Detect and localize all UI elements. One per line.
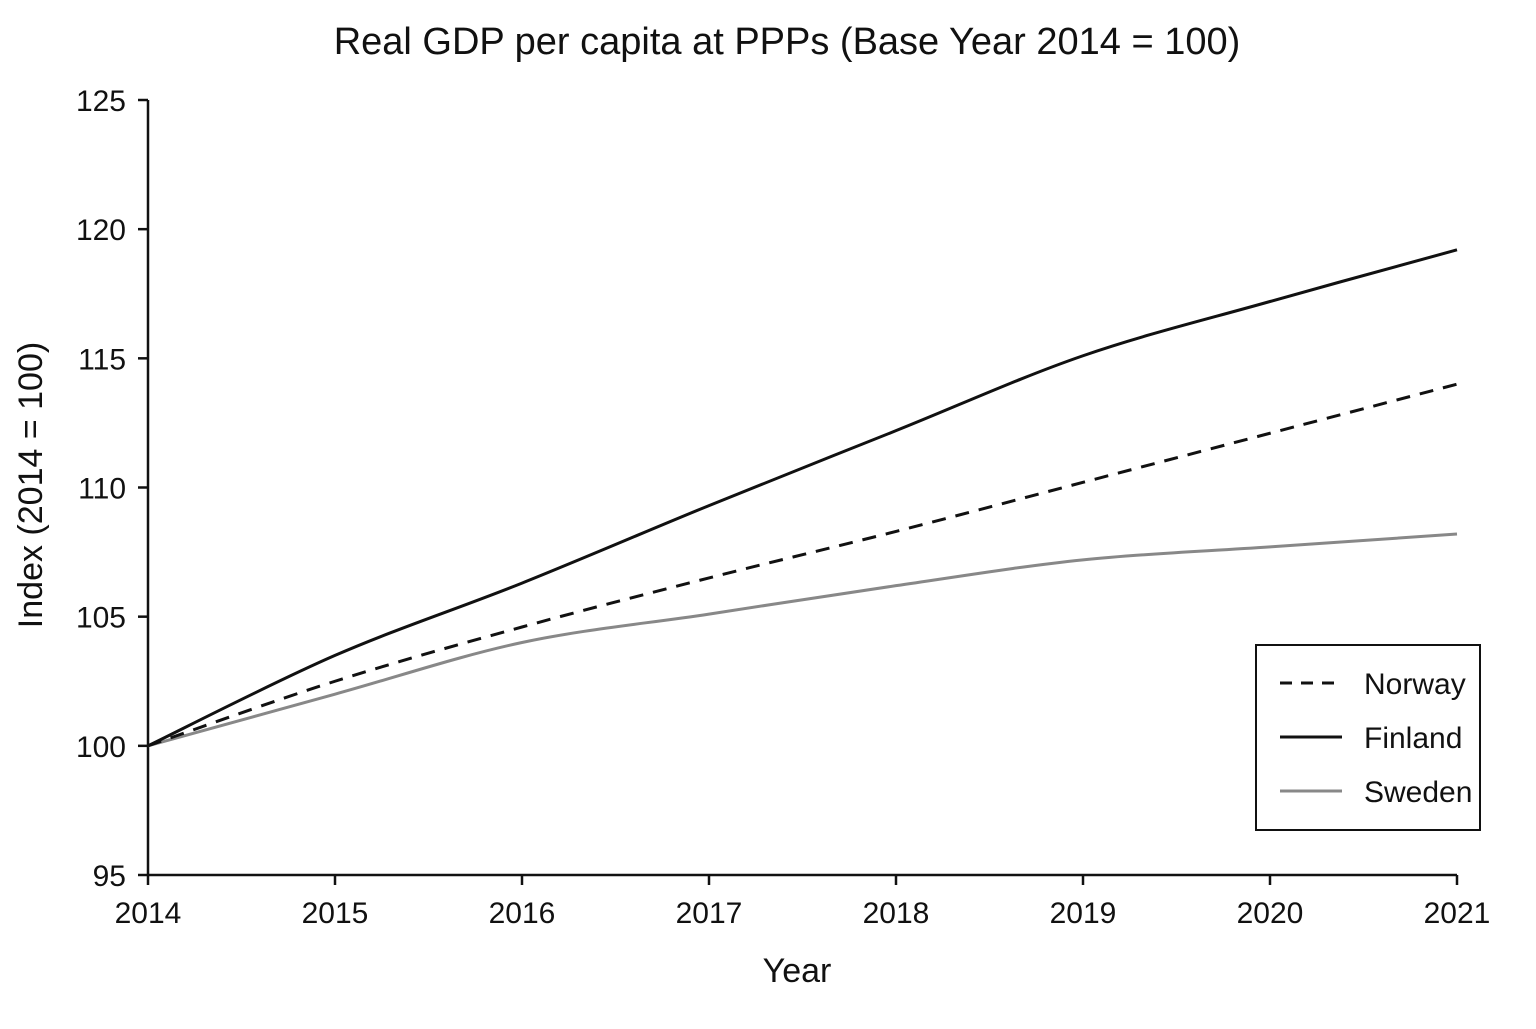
series-line-finland	[147, 248, 1458, 748]
legend-label-norway: Norway	[1364, 668, 1466, 701]
x-tick-label: 2015	[302, 897, 369, 930]
series-line-norway	[147, 382, 1458, 748]
y-tick-label: 100	[76, 731, 126, 764]
x-tick-label: 2018	[863, 897, 930, 930]
legend-label-sweden: Sweden	[1364, 776, 1472, 809]
y-tick-label: 120	[76, 214, 126, 247]
y-tick-label: 110	[78, 473, 126, 506]
x-axis-label: Year	[763, 952, 832, 990]
chart-title: Real GDP per capita at PPPs (Base Year 2…	[334, 21, 1241, 63]
x-tick-label: 2019	[1050, 897, 1117, 930]
x-tick-label: 2020	[1237, 897, 1304, 930]
x-tick-label: 2017	[676, 897, 743, 930]
y-axis-label: Index (2014 = 100)	[12, 342, 50, 628]
x-tick-label: 2016	[489, 897, 556, 930]
y-tick-label: 125	[76, 85, 126, 118]
x-tick-label: 2021	[1424, 897, 1491, 930]
y-tick-label: 115	[78, 343, 126, 376]
y-tick-label: 105	[76, 602, 126, 635]
y-tick-label: 95	[93, 860, 126, 893]
legend-label-finland: Finland	[1364, 722, 1462, 755]
series-line-sweden	[147, 532, 1458, 748]
x-tick-label: 2014	[115, 897, 182, 930]
axes: 95 100 105 110 115 120 125 2014 2015 2016 2017 2018…	[76, 85, 1490, 930]
legend: Norway Finland Sweden	[1255, 644, 1481, 831]
series-lines	[147, 248, 1458, 748]
